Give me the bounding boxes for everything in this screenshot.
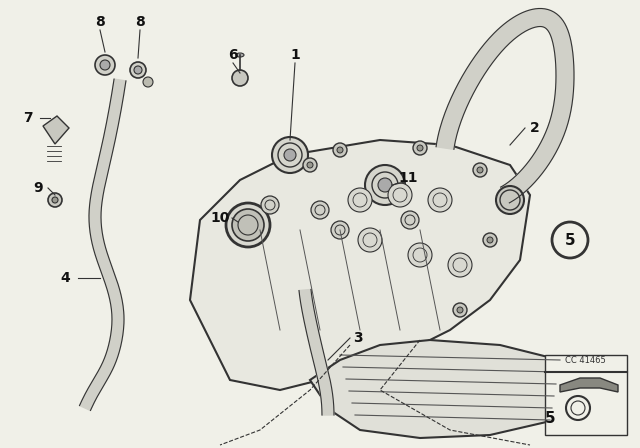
Circle shape (100, 60, 110, 70)
Text: 8: 8 (135, 15, 145, 29)
FancyBboxPatch shape (545, 355, 627, 435)
Circle shape (408, 243, 432, 267)
Circle shape (413, 141, 427, 155)
Polygon shape (310, 340, 580, 438)
Circle shape (337, 147, 343, 153)
Circle shape (48, 193, 62, 207)
Text: 9: 9 (33, 181, 43, 195)
Circle shape (473, 163, 487, 177)
Text: 3: 3 (353, 331, 363, 345)
Circle shape (448, 253, 472, 277)
Circle shape (477, 167, 483, 173)
Text: 1: 1 (290, 48, 300, 62)
Circle shape (143, 77, 153, 87)
Circle shape (311, 201, 329, 219)
Circle shape (272, 137, 308, 173)
Polygon shape (79, 79, 126, 410)
Polygon shape (190, 140, 530, 390)
Circle shape (284, 149, 296, 161)
Circle shape (333, 143, 347, 157)
Circle shape (378, 178, 392, 192)
Circle shape (358, 228, 382, 252)
Circle shape (417, 145, 423, 151)
Circle shape (487, 237, 493, 243)
Circle shape (52, 197, 58, 203)
Text: 4: 4 (60, 271, 70, 285)
Circle shape (388, 183, 412, 207)
Polygon shape (560, 378, 618, 392)
Text: 6: 6 (228, 48, 238, 62)
Circle shape (365, 165, 405, 205)
Text: 11: 11 (398, 171, 418, 185)
Circle shape (348, 188, 372, 212)
Circle shape (401, 211, 419, 229)
Ellipse shape (236, 53, 244, 57)
Text: 2: 2 (530, 121, 540, 135)
Circle shape (457, 307, 463, 313)
Circle shape (261, 196, 279, 214)
Circle shape (226, 203, 270, 247)
Polygon shape (436, 9, 574, 203)
Text: 5: 5 (545, 410, 556, 426)
Circle shape (232, 209, 264, 241)
Circle shape (453, 303, 467, 317)
Circle shape (307, 162, 313, 168)
Circle shape (331, 221, 349, 239)
Polygon shape (299, 289, 334, 415)
Circle shape (134, 66, 142, 74)
Polygon shape (43, 116, 69, 144)
Text: CC 41465: CC 41465 (564, 356, 605, 365)
Text: 7: 7 (23, 111, 33, 125)
Circle shape (130, 62, 146, 78)
Text: 8: 8 (95, 15, 105, 29)
Circle shape (483, 233, 497, 247)
Text: 5: 5 (564, 233, 575, 247)
Circle shape (428, 188, 452, 212)
Circle shape (303, 158, 317, 172)
Circle shape (496, 186, 524, 214)
Circle shape (232, 70, 248, 86)
Text: 10: 10 (211, 211, 230, 225)
Circle shape (95, 55, 115, 75)
